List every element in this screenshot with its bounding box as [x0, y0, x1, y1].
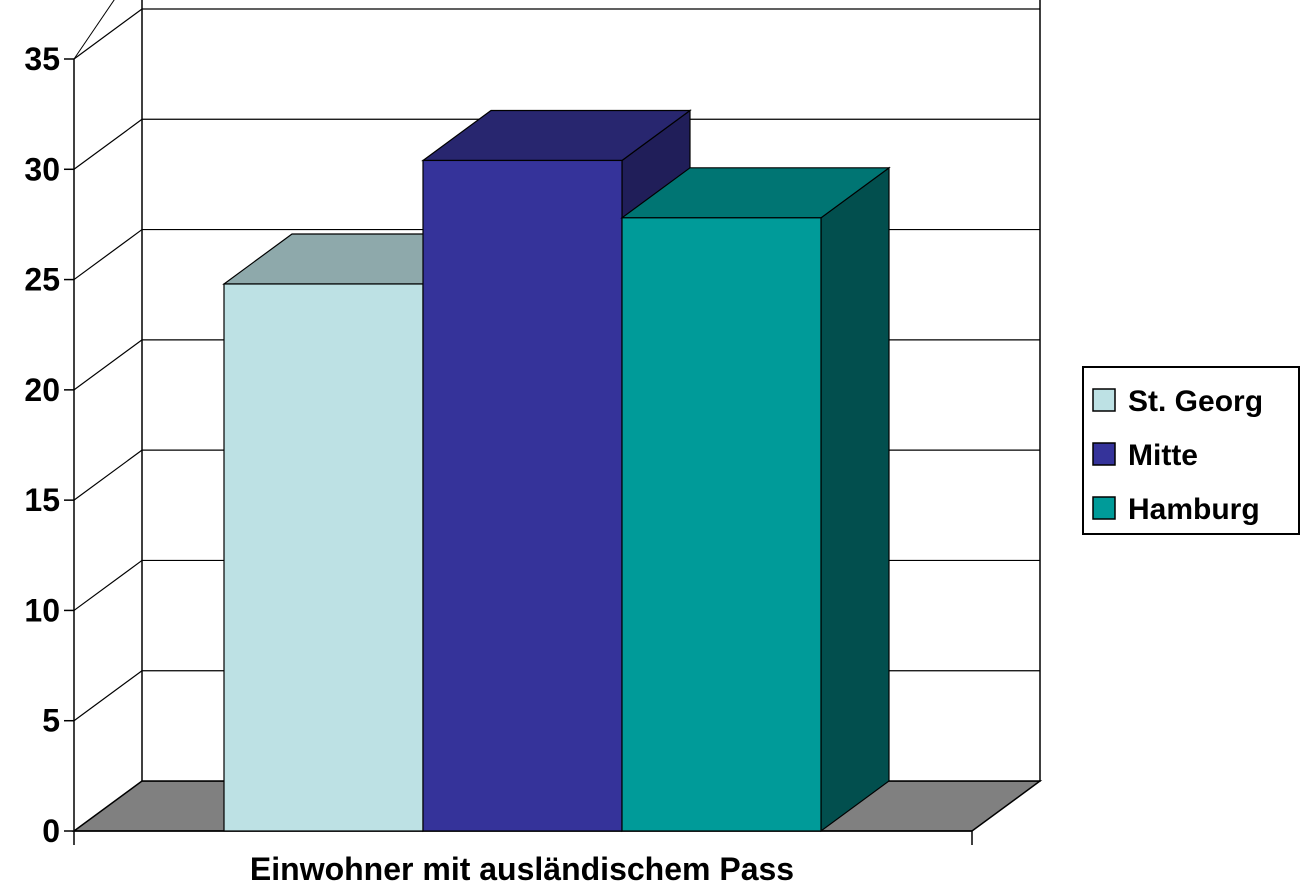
- grid-diagonal: [73, 559, 143, 611]
- legend-label: St. Georg: [1128, 385, 1263, 418]
- legend-label: Hamburg: [1128, 493, 1260, 526]
- legend: St. Georg Mitte Hamburg: [1082, 366, 1300, 535]
- y-tick-label: 20: [24, 372, 60, 408]
- x-axis-label: Einwohner mit ausländischem Pass: [250, 851, 794, 887]
- grid-diagonal: [73, 229, 143, 281]
- grid-diagonal: [73, 339, 143, 391]
- legend-item: Hamburg: [1092, 493, 1260, 526]
- bar-side-face: [820, 166, 890, 833]
- y-tick-label: 10: [24, 592, 60, 628]
- bar-front-face: [422, 159, 623, 832]
- legend-item: Mitte: [1092, 439, 1198, 472]
- legend-item: St. Georg: [1092, 385, 1263, 418]
- bar-hamburg: [620, 166, 891, 833]
- legend-swatch: [1092, 442, 1116, 466]
- y-tick-label: 35: [24, 41, 60, 77]
- legend-box: [1082, 366, 1300, 535]
- y-tick-label: 0: [42, 813, 60, 849]
- grid-diagonal: [73, 449, 143, 501]
- legend-swatch: [1092, 388, 1116, 412]
- bar-front-face: [223, 283, 424, 832]
- legend-label: Mitte: [1128, 439, 1198, 472]
- bar-front-face: [621, 217, 822, 832]
- y-tick-labels: 0 5 10 15 20 25 30 35: [24, 41, 60, 849]
- y-tick-label: 5: [42, 703, 60, 739]
- grid-diagonal: [73, 670, 143, 722]
- y-tick-label: 25: [24, 262, 60, 298]
- grid-diagonal: [73, 8, 143, 60]
- bars: [222, 109, 891, 833]
- y-tick-label: 15: [24, 482, 60, 518]
- wall-top-diagonal: [73, 0, 115, 60]
- legend-swatch: [1092, 496, 1116, 520]
- y-tick-label: 30: [24, 151, 60, 187]
- grid-diagonal: [73, 118, 143, 170]
